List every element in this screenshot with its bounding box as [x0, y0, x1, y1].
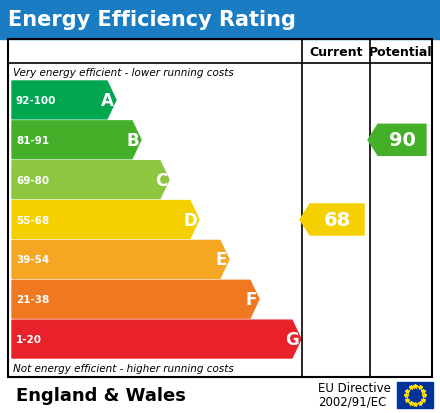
Text: F: F	[246, 290, 257, 309]
Polygon shape	[12, 201, 199, 239]
Text: A: A	[101, 92, 114, 110]
Polygon shape	[300, 204, 364, 235]
Text: Not energy efficient - higher running costs: Not energy efficient - higher running co…	[13, 363, 234, 373]
Bar	[0, 0, 440, 40]
Text: G: G	[285, 330, 299, 348]
Text: Potential: Potential	[369, 45, 433, 58]
Polygon shape	[12, 121, 141, 159]
Polygon shape	[12, 280, 259, 318]
Text: 1-20: 1-20	[16, 334, 42, 344]
Text: C: C	[155, 171, 167, 189]
Text: 2002/91/EC: 2002/91/EC	[318, 394, 386, 408]
Polygon shape	[12, 320, 301, 358]
Text: Energy Efficiency Rating: Energy Efficiency Rating	[8, 10, 296, 30]
Text: Current: Current	[309, 45, 363, 58]
Text: E: E	[216, 251, 227, 269]
Bar	[8, 40, 432, 377]
Text: 81-91: 81-91	[16, 135, 49, 145]
Text: 90: 90	[389, 131, 415, 150]
Text: 55-68: 55-68	[16, 215, 49, 225]
Polygon shape	[12, 161, 169, 199]
Text: 21-38: 21-38	[16, 294, 49, 304]
Text: England & Wales: England & Wales	[16, 386, 186, 404]
Bar	[397, 382, 433, 408]
Text: B: B	[126, 131, 139, 150]
Polygon shape	[368, 125, 426, 156]
Text: 39-54: 39-54	[16, 255, 49, 265]
Polygon shape	[12, 241, 229, 279]
Text: 92-100: 92-100	[16, 96, 56, 106]
Text: 69-80: 69-80	[16, 175, 49, 185]
Text: EU Directive: EU Directive	[318, 382, 391, 394]
Text: D: D	[183, 211, 197, 229]
Polygon shape	[12, 82, 116, 120]
Text: Very energy efficient - lower running costs: Very energy efficient - lower running co…	[13, 67, 234, 77]
Text: 68: 68	[323, 211, 351, 230]
